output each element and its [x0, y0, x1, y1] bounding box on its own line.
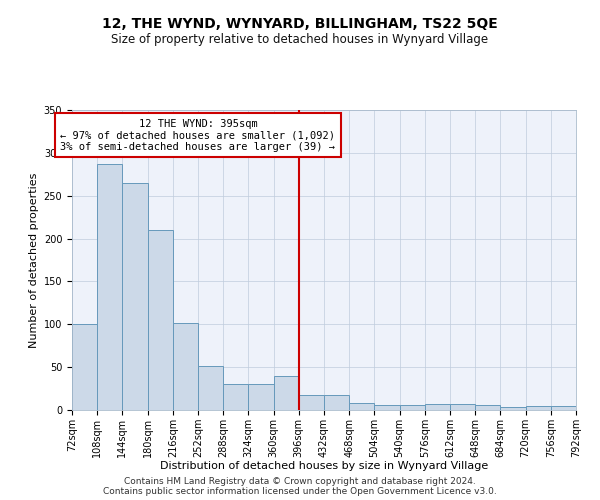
Bar [576, 408, 600, 410]
Bar [148, 230, 173, 410]
X-axis label: Distribution of detached houses by size in Wynyard Village: Distribution of detached houses by size … [160, 462, 488, 471]
Bar [374, 405, 400, 410]
Bar [122, 183, 148, 410]
Bar [324, 396, 349, 410]
Bar [551, 406, 576, 410]
Bar [526, 406, 551, 410]
Bar [450, 404, 475, 410]
Bar [349, 403, 374, 410]
Bar [72, 324, 97, 410]
Text: 12 THE WYND: 395sqm
← 97% of detached houses are smaller (1,092)
3% of semi-deta: 12 THE WYND: 395sqm ← 97% of detached ho… [61, 118, 335, 152]
Bar [223, 384, 248, 410]
Bar [299, 394, 324, 410]
Y-axis label: Number of detached properties: Number of detached properties [29, 172, 40, 348]
Text: Size of property relative to detached houses in Wynyard Village: Size of property relative to detached ho… [112, 32, 488, 46]
Text: Contains HM Land Registry data © Crown copyright and database right 2024.: Contains HM Land Registry data © Crown c… [124, 477, 476, 486]
Bar [97, 164, 122, 410]
Bar [198, 366, 223, 410]
Bar [274, 376, 299, 410]
Bar [500, 408, 526, 410]
Text: 12, THE WYND, WYNYARD, BILLINGHAM, TS22 5QE: 12, THE WYND, WYNYARD, BILLINGHAM, TS22 … [102, 18, 498, 32]
Bar [173, 324, 198, 410]
Bar [248, 384, 274, 410]
Bar [475, 405, 500, 410]
Bar [425, 404, 450, 410]
Text: Contains public sector information licensed under the Open Government Licence v3: Contains public sector information licen… [103, 487, 497, 496]
Bar [400, 405, 425, 410]
